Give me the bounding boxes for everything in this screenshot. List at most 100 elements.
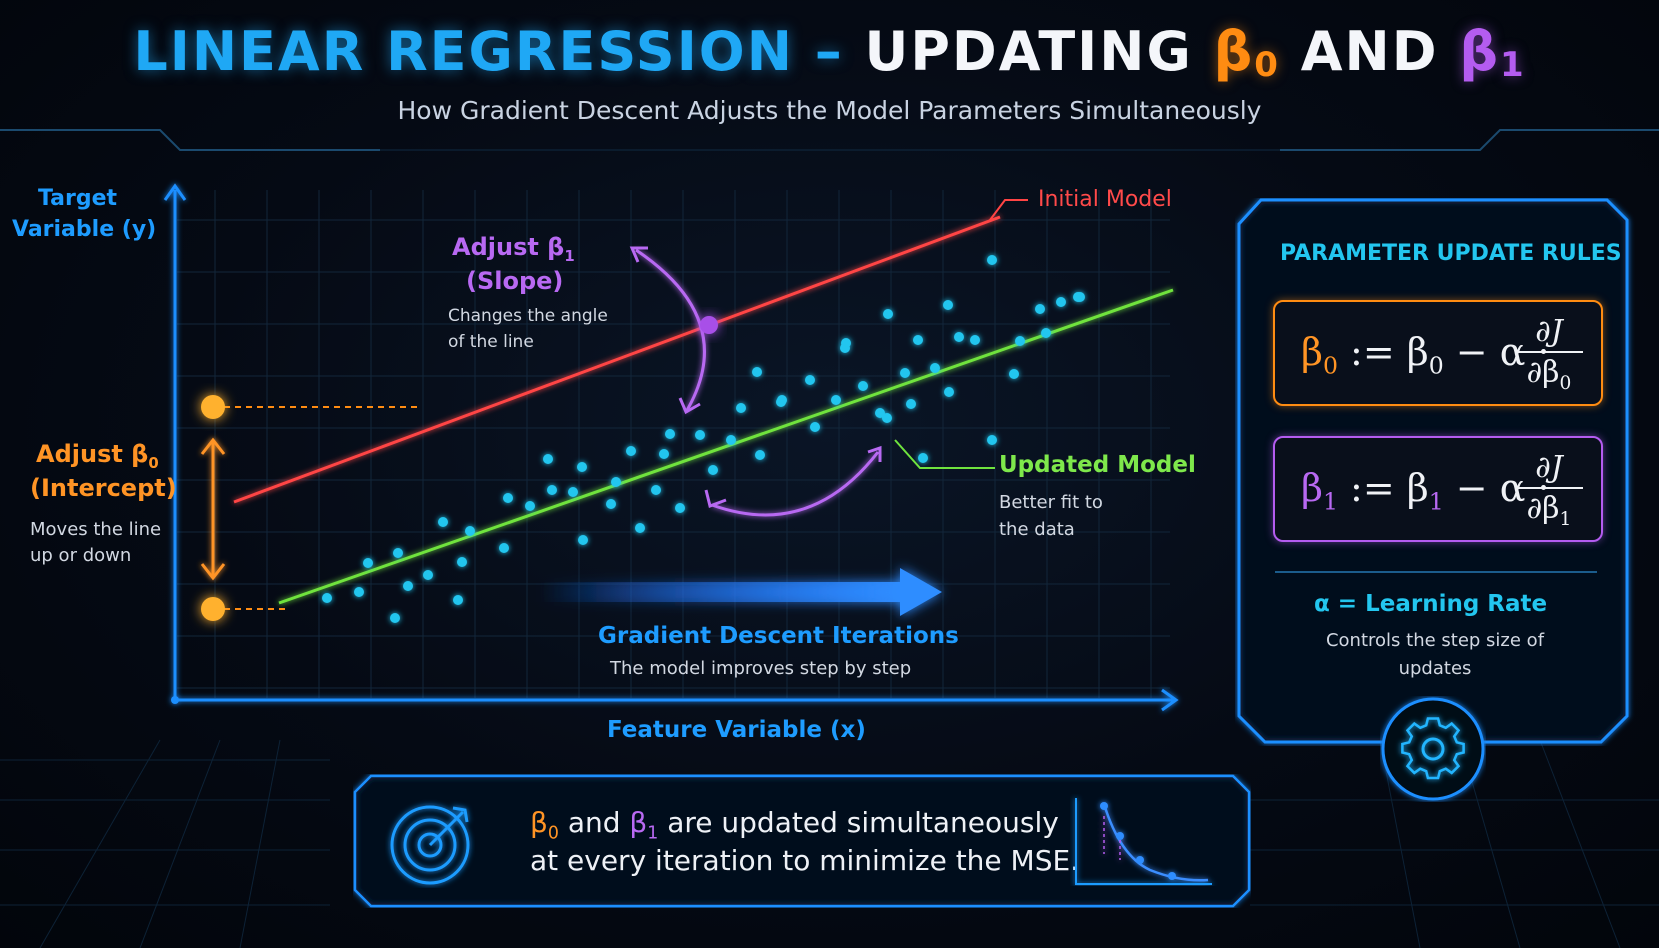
intercept-title2: (Intercept) (30, 474, 177, 502)
data-point (659, 449, 669, 459)
data-point (322, 593, 332, 603)
data-point (755, 450, 765, 460)
loss-curve-icon (1075, 798, 1212, 885)
slope-desc-line2: of the line (448, 332, 534, 352)
data-point (1056, 297, 1066, 307)
data-point (363, 558, 373, 568)
data-point (944, 387, 954, 397)
title-beta1: β1 (1459, 20, 1526, 85)
data-points (322, 255, 1085, 623)
rules-panel-title: PARAMETER UPDATE RULES (1280, 241, 1622, 266)
slope-title: Adjust β1 (452, 233, 575, 265)
fit-arc-arrow-left (704, 489, 727, 508)
alpha-desc-line2: updates (1398, 658, 1472, 679)
data-point (354, 587, 364, 597)
data-point (805, 375, 815, 385)
data-point (841, 338, 851, 348)
axes (163, 183, 1179, 712)
initial-model-leader (989, 199, 1028, 221)
intercept-title: Adjust β0 (36, 440, 159, 472)
y-axis-label-line1: Target (38, 186, 118, 211)
data-point (606, 499, 616, 509)
alpha-label: α = Learning Rate (1314, 591, 1548, 617)
iterations-desc: The model improves step by step (610, 658, 912, 679)
data-point (465, 526, 475, 536)
intercept-marker-initial (201, 395, 225, 419)
data-point (987, 435, 997, 445)
title-part-and: AND (1279, 20, 1460, 83)
data-point (453, 595, 463, 605)
data-point (626, 446, 636, 456)
intercept-marker-updated (201, 597, 225, 621)
data-point (918, 453, 928, 463)
data-point (578, 535, 588, 545)
data-point (1015, 336, 1025, 346)
data-point (1075, 292, 1085, 302)
data-point (390, 613, 400, 623)
data-point (883, 309, 893, 319)
target-icon (390, 805, 470, 885)
fit-rotation-arc (711, 451, 880, 517)
data-point (568, 487, 578, 497)
intercept-double-arrow (200, 437, 226, 581)
page-subtitle: How Gradient Descent Adjusts the Model P… (397, 96, 1262, 125)
data-point (913, 335, 923, 345)
update-rule-beta0: β0 := β0 − α · ∂J ∂β0 (1273, 300, 1603, 406)
data-point (970, 335, 980, 345)
plot-grid (177, 190, 1170, 698)
data-point (858, 381, 868, 391)
data-point (438, 517, 448, 527)
data-point (943, 300, 953, 310)
initial-model-line (233, 215, 1001, 504)
y-axis-label-line2: Variable (y) (12, 217, 157, 242)
data-point (499, 543, 509, 553)
data-point (651, 485, 661, 495)
x-axis-label: Feature Variable (x) (607, 717, 866, 743)
data-point (1009, 369, 1019, 379)
title-part-updating: UPDATING (864, 20, 1214, 83)
fit-arc-arrow-right (867, 445, 882, 462)
slope-desc-line1: Changes the angle (448, 306, 608, 326)
data-point (423, 570, 433, 580)
slope-arc-arrow-bottom (678, 397, 701, 415)
footer-beta1: β1 (629, 806, 659, 844)
title-part-linear-regression: LINEAR REGRESSION – (133, 20, 865, 83)
updated-model-line (278, 288, 1174, 605)
data-point (543, 454, 553, 464)
data-point (930, 363, 940, 373)
data-point (503, 493, 513, 503)
data-point (525, 501, 535, 511)
y-axis-arrow (163, 183, 187, 201)
footer-line1: β0 and β1 are updated simultaneously (530, 806, 1059, 844)
footer-frame (353, 774, 1251, 908)
updated-model-title: Updated Model (999, 452, 1196, 478)
data-point (1041, 328, 1051, 338)
data-point (457, 557, 467, 567)
data-point (635, 523, 645, 533)
data-point (987, 255, 997, 265)
page-title: LINEAR REGRESSION – UPDATING β0 AND β1 (0, 20, 1659, 85)
data-point (777, 395, 787, 405)
x-axis-arrow (1161, 688, 1179, 712)
footer-line2: at every iteration to minimize the MSE. (530, 844, 1080, 877)
data-point (611, 477, 621, 487)
data-point (393, 548, 403, 558)
data-point (675, 503, 685, 513)
data-point (882, 413, 892, 423)
alpha-desc-line1: Controls the step size of (1325, 630, 1545, 651)
data-point (736, 403, 746, 413)
title-beta0: β0 (1213, 20, 1280, 85)
data-point (810, 422, 820, 432)
updated-model-desc-line2: the data (999, 519, 1075, 540)
pivot-point (700, 316, 718, 334)
data-point (875, 408, 885, 418)
axis-origin (171, 696, 179, 704)
data-point (665, 429, 675, 439)
data-point (954, 332, 964, 342)
data-point (831, 395, 841, 405)
data-point (403, 581, 413, 591)
updated-model-leader (894, 439, 995, 469)
initial-model-label: Initial Model (1038, 187, 1172, 212)
